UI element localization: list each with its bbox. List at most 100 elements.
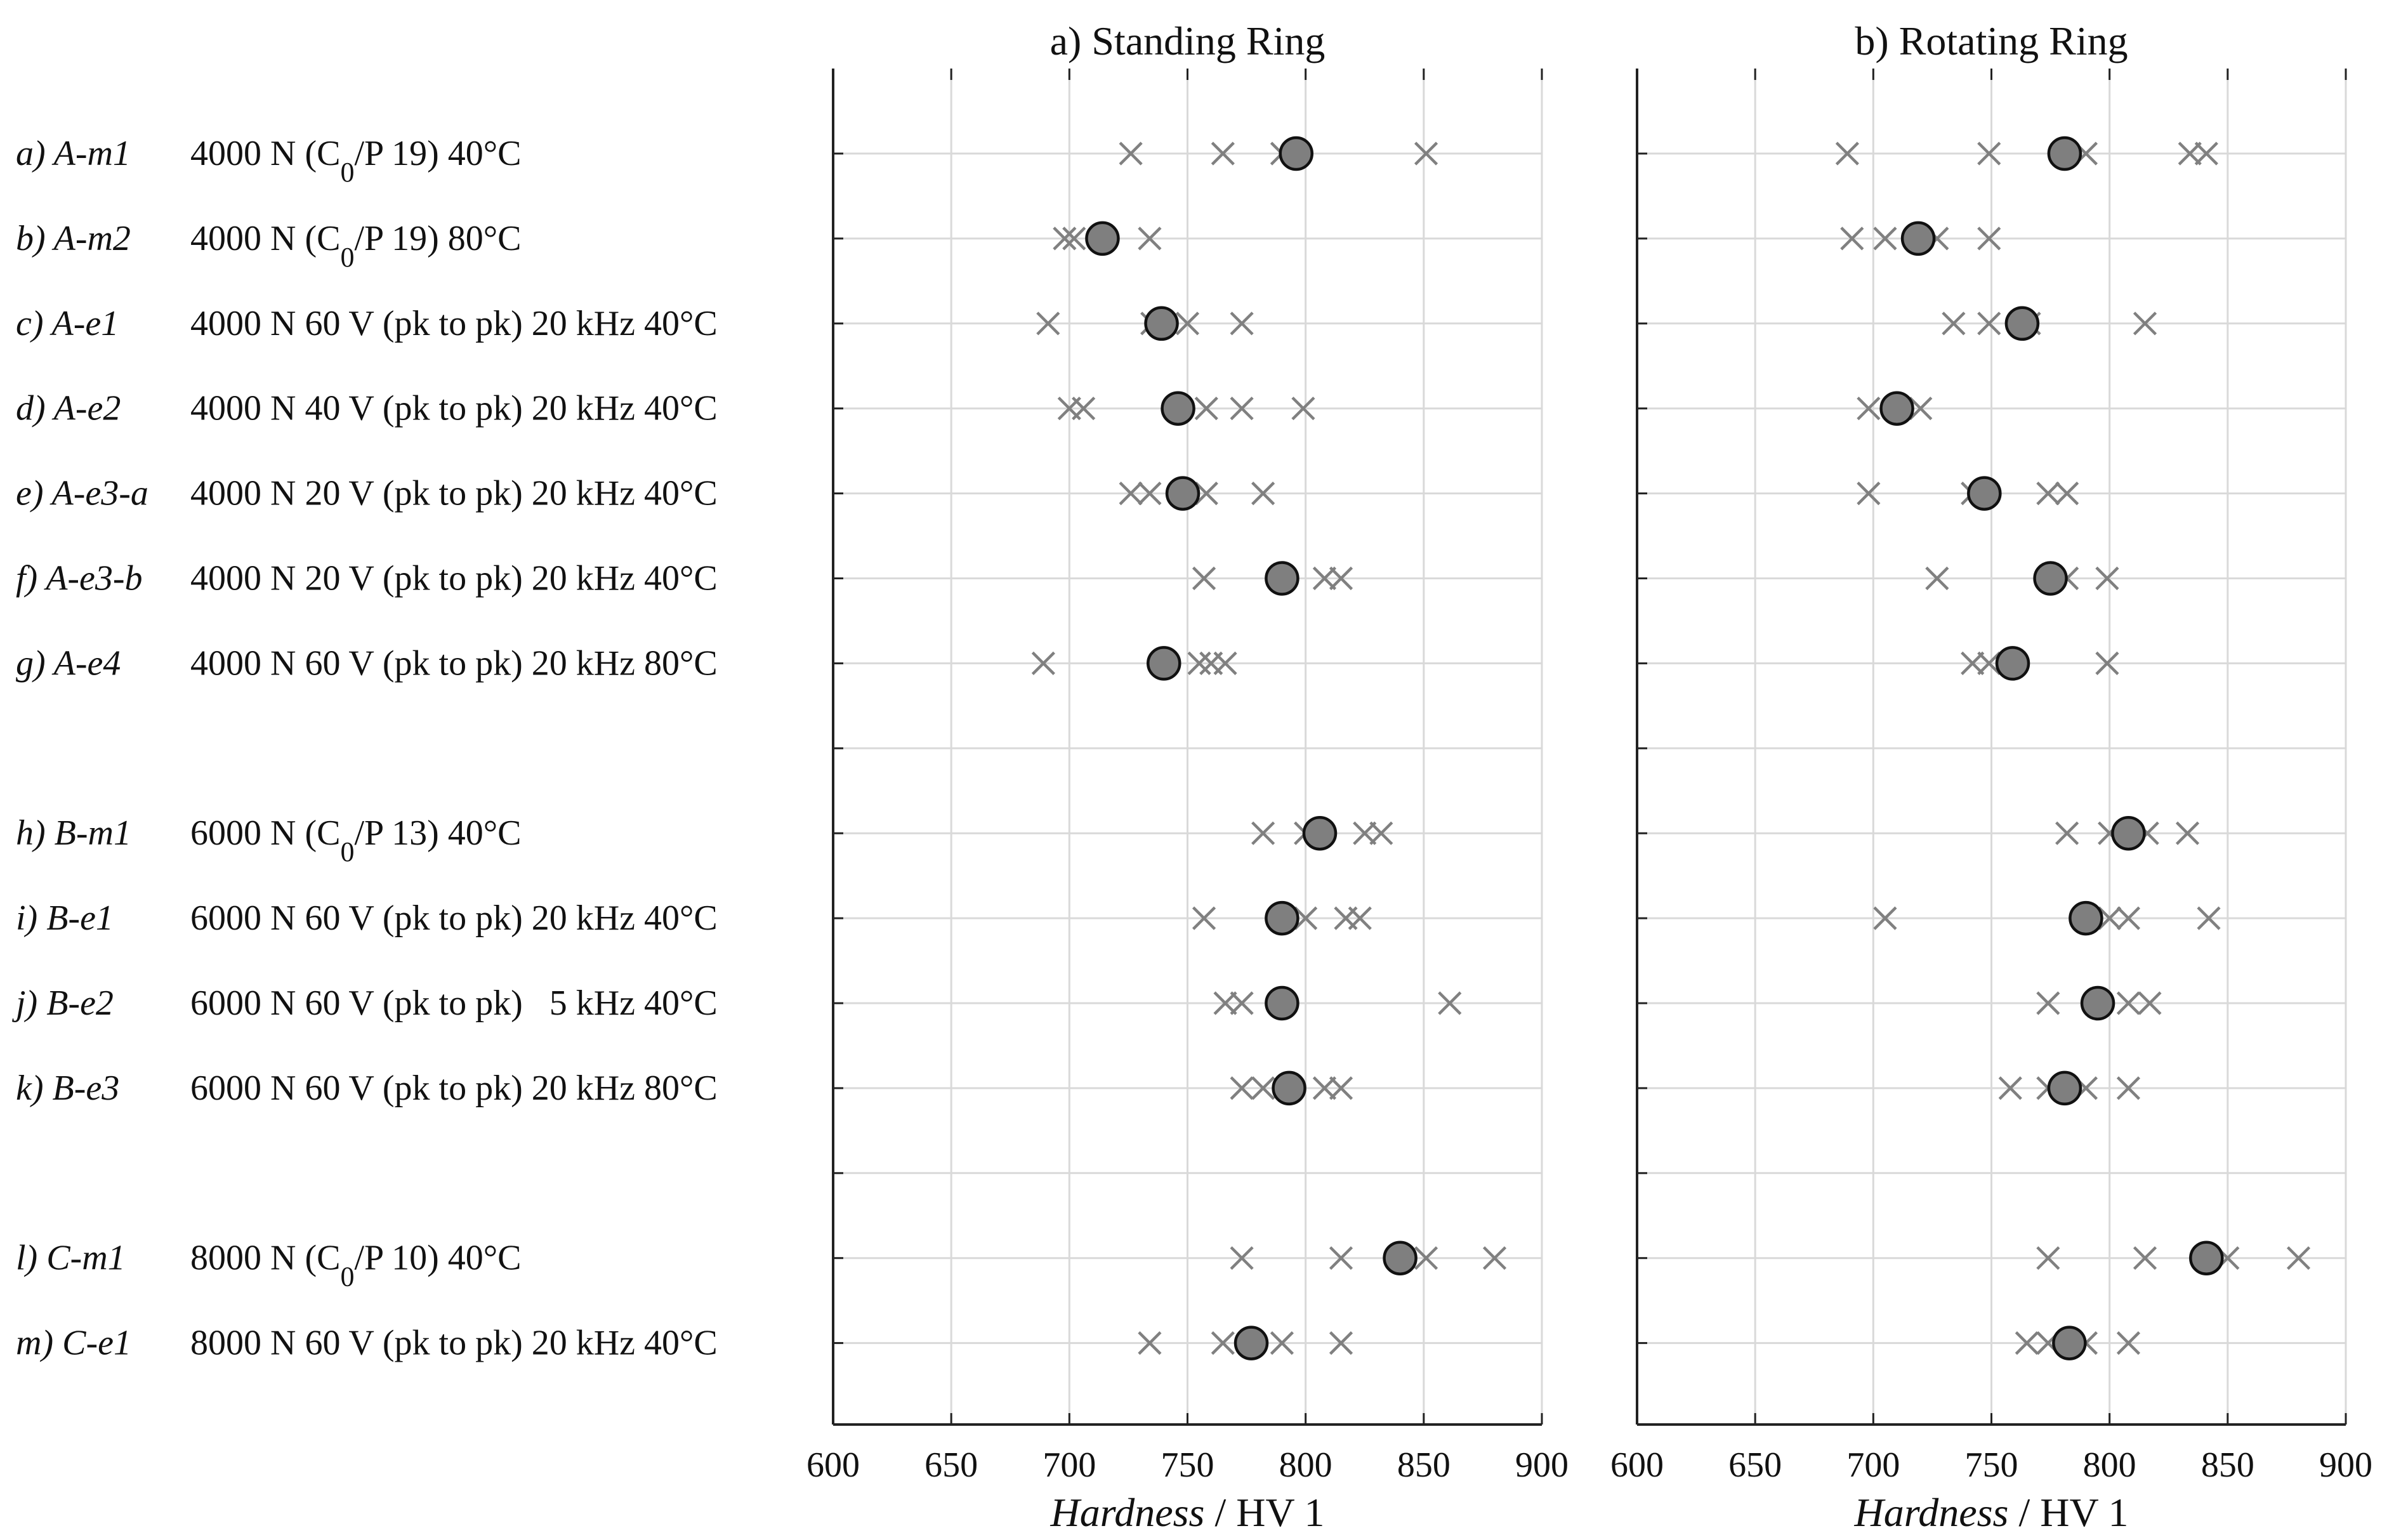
measurement-cross <box>1329 1246 1353 1270</box>
measurement-cross <box>2116 1331 2141 1355</box>
row-condition-label: 4000 N (C0/P 19) 80°C <box>190 219 521 273</box>
series-row <box>1036 306 1254 341</box>
x-tick-label: 700 <box>1043 1445 1096 1485</box>
x-axis-label: Hardness / HV 1 <box>1049 1490 1324 1535</box>
condition-subscript: 0 <box>340 242 354 273</box>
mean-point <box>1279 136 1314 171</box>
row-condition-label: 4000 N 20 V (pk to pk) 20 kHz 40°C <box>190 474 718 513</box>
row-condition-label: 8000 N (C0/P 10) 40°C <box>190 1239 521 1293</box>
mean-point <box>1302 815 1338 851</box>
measurement-cross <box>1925 566 1949 591</box>
row-condition-label: 6000 N (C0/P 13) 40°C <box>190 813 521 867</box>
measurement-cross <box>1230 1246 1254 1270</box>
measurement-cross <box>2116 1076 2141 1100</box>
series-row <box>1857 391 1933 426</box>
measurement-cross <box>2036 1246 2060 1270</box>
measurement-cross <box>1211 1331 1235 1355</box>
mean-point <box>1272 1070 1306 1106</box>
series-row <box>1213 985 1462 1021</box>
x-tick-label: 850 <box>2201 1445 2254 1485</box>
mean-point <box>1265 985 1299 1021</box>
x-axis-label-italic: Hardness <box>1853 1490 2008 1535</box>
x-tick-label: 750 <box>1161 1445 1214 1485</box>
condition-text: 6000 N 60 V (pk to pk) 20 kHz 80°C <box>190 1069 718 1108</box>
measurement-cross <box>2286 1246 2311 1270</box>
measurement-cross <box>1961 651 1985 675</box>
condition-text: 8000 N (C <box>190 1239 340 1278</box>
measurement-cross <box>1873 906 1897 930</box>
measurement-cross <box>1977 312 2001 336</box>
condition-text-rest: /P 19) 80°C <box>354 219 521 258</box>
measurement-cross <box>1942 312 1966 336</box>
measurement-cross <box>1251 482 1275 506</box>
series-row <box>2036 1241 2311 1275</box>
measurement-cross <box>1414 1246 1438 1270</box>
row-condition-label: 4000 N 40 V (pk to pk) 20 kHz 40°C <box>190 389 718 428</box>
measurement-cross <box>1329 1331 1353 1355</box>
condition-text: 4000 N (C <box>190 134 340 173</box>
row-condition-label: 4000 N 20 V (pk to pk) 20 kHz 40°C <box>190 559 718 598</box>
measurement-cross <box>2015 1331 2039 1355</box>
measurement-cross <box>1369 821 1393 845</box>
series-row <box>2055 815 2200 851</box>
measurement-cross <box>1031 651 1055 675</box>
panel-title: b) Rotating Ring <box>1855 18 2128 63</box>
condition-text-rest: /P 10) 40°C <box>354 1239 521 1278</box>
x-tick-label: 800 <box>1279 1445 1332 1485</box>
mean-point <box>1265 900 1299 936</box>
row-id-label: b) A-m2 <box>16 219 131 258</box>
measurement-cross <box>2116 906 2141 930</box>
series-row <box>1840 221 2001 256</box>
measurement-cross <box>2194 141 2218 166</box>
mean-point <box>2004 306 2040 341</box>
measurement-cross <box>1138 482 1162 506</box>
measurement-cross <box>1192 566 1216 591</box>
row-id-label: j) B-e2 <box>12 984 114 1023</box>
measurement-cross <box>1251 821 1275 845</box>
series-row <box>1192 561 1353 596</box>
measurement-cross <box>1414 141 1438 166</box>
measurement-cross <box>1857 482 1881 506</box>
condition-text-rest: /P 19) 40°C <box>354 134 521 173</box>
panels: 600 650 700 750 800 850 900 a) Standing Ring Har… <box>806 18 2372 1535</box>
series-row <box>1192 900 1372 936</box>
measurement-cross <box>1213 991 1237 1015</box>
series-row <box>1119 136 1438 171</box>
measurement-cross <box>1835 141 1859 166</box>
mean-point <box>2047 136 2082 171</box>
mean-point <box>1995 646 2030 681</box>
row-id-label: k) B-e3 <box>16 1069 119 1108</box>
row-id-label: c) A-e1 <box>16 304 119 343</box>
measurement-cross <box>1138 227 1162 251</box>
row-condition-label: 6000 N 60 V (pk to pk) 20 kHz 40°C <box>190 898 718 938</box>
measurement-cross <box>1909 397 1933 421</box>
series-row <box>1251 815 1393 851</box>
measurement-cross <box>2036 482 2060 506</box>
mean-point <box>2052 1326 2087 1360</box>
row-id-label: a) A-m1 <box>16 134 131 173</box>
measurement-cross <box>1270 1331 1294 1355</box>
condition-text: 6000 N 60 V (pk to pk) 5 kHz 40°C <box>190 984 718 1023</box>
series-row <box>1857 476 2079 511</box>
measurement-cross <box>1119 482 1143 506</box>
measurement-cross <box>1482 1246 1507 1270</box>
measurement-cross <box>1348 906 1372 930</box>
measurement-cross <box>1998 1076 2022 1100</box>
measurement-cross <box>2055 482 2079 506</box>
measurement-cross <box>1230 1076 1254 1100</box>
measurement-cross <box>2098 906 2122 930</box>
x-axis-label-rest: / HV 1 <box>1204 1490 1324 1535</box>
measurement-cross <box>1175 312 1200 336</box>
x-axis-label-rest: / HV 1 <box>2008 1490 2128 1535</box>
measurement-cross <box>2133 1246 2157 1270</box>
mean-point <box>1161 391 1195 426</box>
measurement-cross <box>2055 821 2079 845</box>
row-id-label: m) C-e1 <box>16 1324 131 1363</box>
panel-title: a) Standing Ring <box>1050 18 1325 63</box>
measurement-cross <box>2133 312 2157 336</box>
measurement-cross <box>1840 227 1864 251</box>
series-row <box>1942 306 2157 341</box>
series-row <box>1835 136 2218 171</box>
row-condition-label: 4000 N (C0/P 19) 40°C <box>190 134 521 188</box>
row-id-label: e) A-e3-a <box>16 474 148 513</box>
